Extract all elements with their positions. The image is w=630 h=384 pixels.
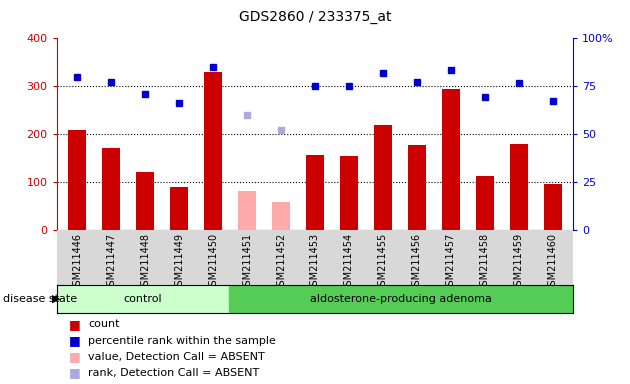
Bar (306, 154, 324, 230)
Text: GSM211457: GSM211457 (446, 233, 456, 293)
Text: ■: ■ (69, 350, 81, 363)
Text: value, Detection Call = ABSENT: value, Detection Call = ABSENT (88, 352, 265, 362)
Text: GDS2860 / 233375_at: GDS2860 / 233375_at (239, 10, 391, 23)
Text: GSM211460: GSM211460 (548, 233, 558, 292)
Text: GSM211450: GSM211450 (208, 233, 218, 292)
Bar (229, 285, 573, 313)
Text: rank, Detection Call = ABSENT: rank, Detection Call = ABSENT (88, 368, 260, 378)
Bar (408, 145, 427, 230)
Text: GSM211456: GSM211456 (412, 233, 422, 292)
Text: count: count (88, 319, 120, 329)
Bar (272, 202, 290, 230)
Bar (340, 156, 358, 230)
Text: GSM211451: GSM211451 (242, 233, 252, 292)
Bar (169, 187, 188, 230)
Text: percentile rank within the sample: percentile rank within the sample (88, 336, 276, 346)
Bar (238, 191, 256, 230)
Text: GSM211458: GSM211458 (480, 233, 490, 292)
Text: GSM211454: GSM211454 (344, 233, 354, 292)
Text: aldosterone-producing adenoma: aldosterone-producing adenoma (310, 294, 492, 304)
Text: GSM211452: GSM211452 (276, 233, 286, 293)
Bar (442, 89, 461, 230)
Text: GSM211453: GSM211453 (310, 233, 320, 292)
Text: ■: ■ (69, 318, 81, 331)
Bar (101, 148, 120, 230)
Text: ▶: ▶ (52, 294, 60, 304)
Bar (57, 285, 229, 313)
Text: GSM211447: GSM211447 (106, 233, 116, 292)
Text: control: control (123, 294, 162, 304)
Text: disease state: disease state (3, 294, 77, 304)
Text: ■: ■ (69, 366, 81, 379)
Text: GSM211455: GSM211455 (378, 233, 388, 293)
Text: GSM211446: GSM211446 (72, 233, 82, 292)
Bar (203, 72, 222, 230)
Bar (476, 176, 495, 230)
Text: GSM211449: GSM211449 (174, 233, 184, 292)
Bar (374, 125, 392, 230)
Text: GSM211448: GSM211448 (140, 233, 150, 292)
Text: ■: ■ (69, 334, 81, 347)
Text: GSM211459: GSM211459 (514, 233, 524, 292)
Bar (135, 172, 154, 230)
Bar (510, 144, 529, 230)
Bar (544, 184, 562, 230)
Bar (68, 129, 86, 230)
